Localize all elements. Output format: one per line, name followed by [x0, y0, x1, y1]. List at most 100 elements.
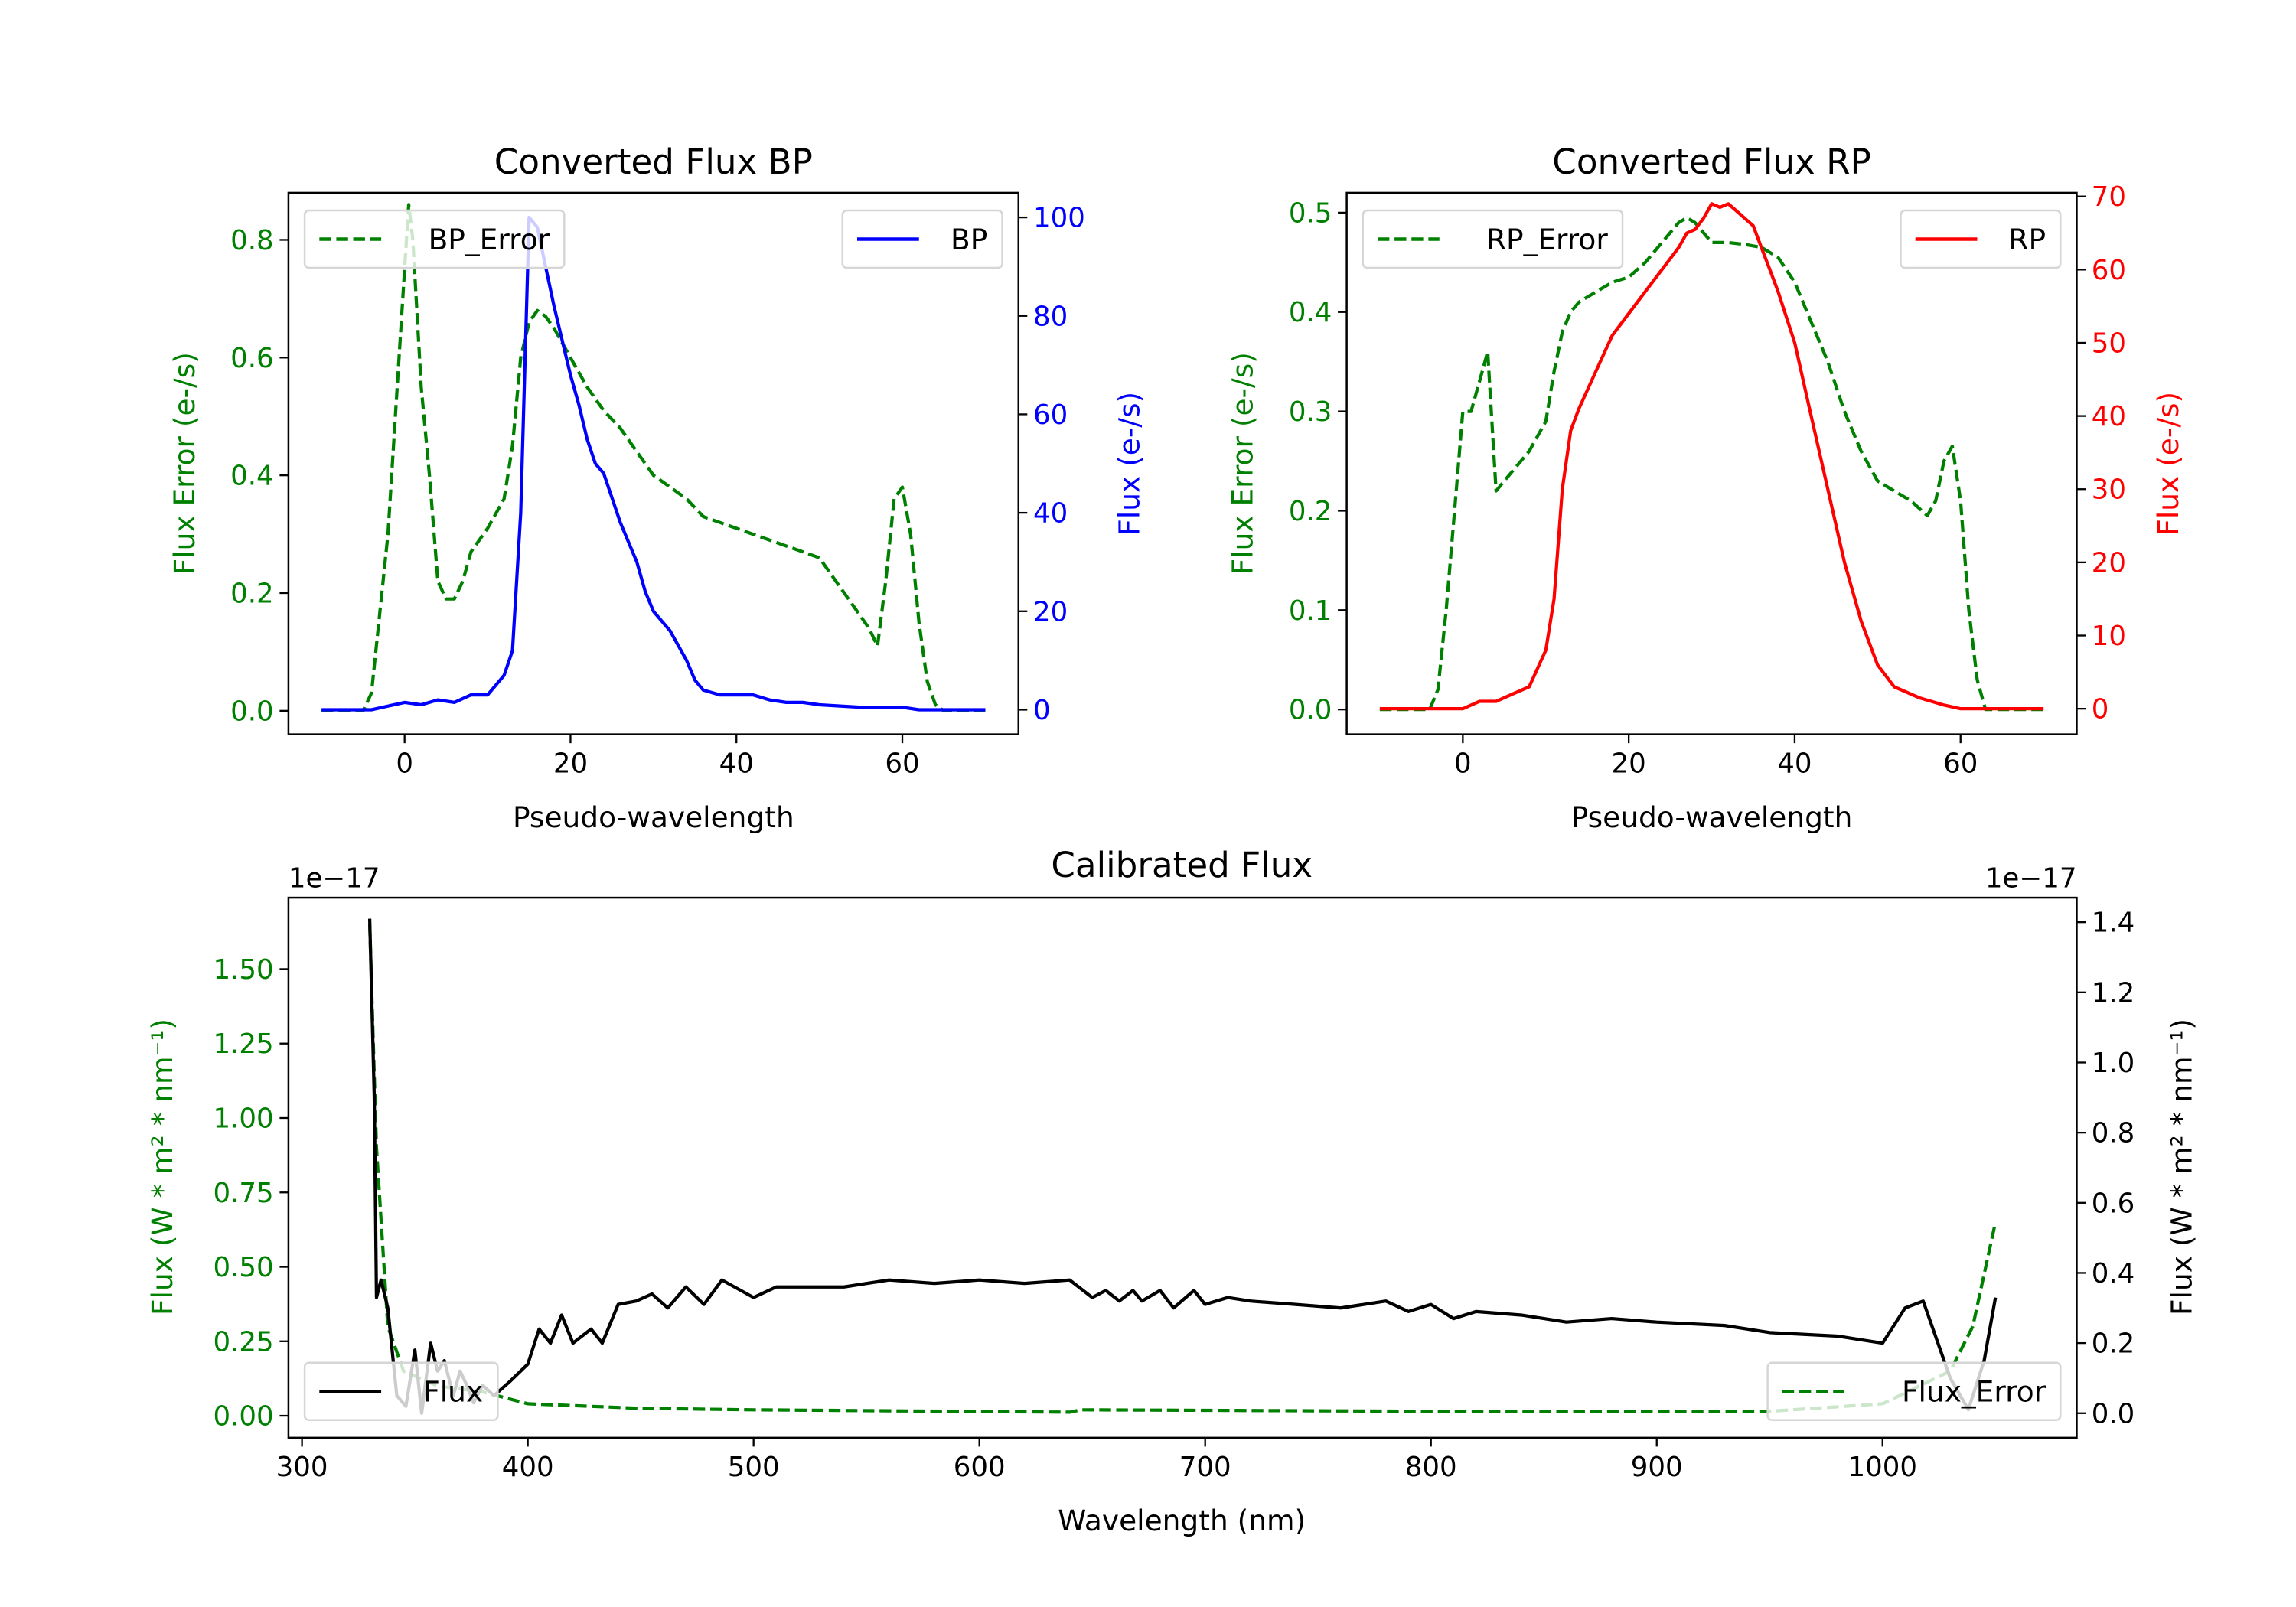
plots-layer: 0 20 40 600.00.20.40.60.8020406080100BP_Err…	[214, 181, 2135, 1483]
y-tick-label-right: 1.0	[2092, 1048, 2135, 1079]
legend-flux: Flux	[303, 1361, 499, 1422]
legend-box	[841, 209, 1003, 269]
y-tick-label-left: 0.3	[1289, 396, 1332, 428]
y-tick-label-right: 0.6	[2092, 1188, 2135, 1219]
series-rp-error	[1379, 216, 2044, 712]
x-tick-label: 500	[728, 1452, 780, 1483]
bp-axes: 0 20 40 60 0.0 0.2 0.4 0.6 0.8 0 20 40 60 80 100 BP_Err…	[230, 191, 1085, 780]
x-tick-label: 20	[1612, 748, 1646, 780]
rp-frame	[1345, 191, 2078, 735]
y-tick-label-right: 50	[2092, 328, 2126, 359]
legend-box	[303, 209, 566, 269]
rp-title: Converted Flux RP	[1552, 142, 1870, 182]
x-tick-label: 0	[1454, 748, 1472, 780]
calibrated-title: Calibrated Flux	[1051, 845, 1313, 885]
y-tick-label-right: 60	[1033, 399, 1068, 431]
series-flux-error	[367, 924, 1998, 1414]
y-tick-label-right: 40	[1033, 498, 1068, 530]
y-tick-label-right: 40	[2092, 401, 2126, 432]
legend-box	[1900, 209, 2062, 269]
rp-xlabel: Pseudo-wavelength	[1571, 800, 1853, 834]
x-tick-label: 20	[553, 748, 588, 780]
bp-ylabel-right: Flux (e-/s)	[1112, 392, 1146, 536]
y-tick-label-left: 0.0	[230, 696, 274, 727]
y-tick-label-right: 0.0	[2092, 1398, 2135, 1429]
calibrated-ylabel-right: Flux (W * m² * nm⁻¹)	[2164, 1019, 2198, 1315]
y-tick-label-left: 0.4	[230, 461, 274, 492]
y-tick-label-right: 20	[2092, 547, 2126, 579]
series-rp	[1379, 202, 2044, 711]
y-tick-label-left: 1.00	[214, 1103, 274, 1134]
legend-label: Flux_Error	[1902, 1375, 2047, 1409]
legend-label: RP_Error	[1486, 223, 1608, 256]
y-tick-label-right: 20	[1033, 596, 1068, 627]
y-tick-label-left: 0.2	[1289, 496, 1332, 527]
bp-ylabel-left: Flux Error (e-/s)	[168, 352, 201, 575]
y-tick-label-right: 1.4	[2092, 908, 2135, 939]
x-tick-label: 300	[276, 1452, 328, 1483]
legend-box	[303, 1361, 499, 1422]
calibrated-offset-left: 1e−17	[289, 863, 380, 895]
legend-rp-error: RP_Error	[1362, 209, 1624, 269]
y-tick-label-left: 0.1	[1289, 595, 1332, 627]
x-tick-label: 40	[719, 748, 754, 780]
y-tick-label-right: 60	[2092, 255, 2126, 286]
y-tick-label-left: 0.8	[230, 225, 274, 256]
y-tick-label-left: 0.5	[1289, 197, 1332, 229]
legend-rp: RP	[1900, 209, 2062, 269]
x-tick-label: 400	[502, 1452, 554, 1483]
y-tick-label-right: 10	[2092, 621, 2126, 652]
legend-label: RP	[2008, 223, 2046, 256]
y-tick-label-left: 0.00	[214, 1401, 274, 1433]
rp-ylabel-left: Flux Error (e-/s)	[1226, 352, 1260, 575]
bp-frame	[287, 191, 1020, 735]
x-tick-label: 40	[1777, 748, 1812, 780]
calibrated-axes: 300 400 500 600 700 800 900 1000 0.00 0.25 0.50 0.7…	[214, 896, 2135, 1483]
calibrated-xlabel: Wavelength (nm)	[1058, 1504, 1306, 1537]
y-tick-label-left: 0.4	[1289, 297, 1332, 328]
legend-label: BP_Error	[429, 223, 550, 256]
y-tick-label-right: 0.2	[2092, 1328, 2135, 1360]
rp-ylabel-right: Flux (e-/s)	[2151, 392, 2185, 536]
y-tick-label-right: 100	[1033, 203, 1085, 234]
series-bp-error	[321, 203, 986, 712]
y-tick-label-right: 0.4	[2092, 1258, 2135, 1289]
y-tick-label-left: 1.50	[214, 954, 274, 986]
rp-axes: 0 20 40 60 0.0 0.1 0.2 0.3 0.4 0.5 0 10 20 30 40 50 60 70…	[1289, 181, 2126, 779]
y-tick-label-right: 0	[2092, 694, 2109, 725]
legend-bp-error: BP_Error	[303, 209, 566, 269]
series-bp	[321, 215, 986, 712]
calibrated-frame	[287, 896, 2078, 1439]
x-tick-label: 800	[1405, 1452, 1457, 1483]
legend-box	[1766, 1361, 2062, 1422]
y-tick-label-right: 30	[2092, 474, 2126, 506]
legend-box	[1362, 209, 1624, 269]
legend-flux-error: Flux_Error	[1766, 1361, 2062, 1422]
x-tick-label: 60	[885, 748, 919, 780]
y-tick-label-right: 80	[1033, 301, 1068, 332]
y-tick-label-right: 1.2	[2092, 977, 2135, 1009]
y-tick-label-left: 0.6	[230, 343, 274, 374]
y-tick-label-left: 0.0	[1289, 695, 1332, 726]
legend-label: Flux	[423, 1375, 483, 1409]
y-tick-label-left: 0.25	[214, 1326, 274, 1358]
y-tick-label-right: 0.8	[2092, 1118, 2135, 1149]
x-tick-label: 60	[1943, 748, 1978, 780]
x-tick-label: 700	[1179, 1452, 1231, 1483]
bp-xlabel: Pseudo-wavelength	[513, 800, 794, 834]
y-tick-label-left: 0.75	[214, 1178, 274, 1209]
y-tick-label-right: 0	[1033, 695, 1051, 726]
x-tick-label: 900	[1631, 1452, 1683, 1483]
x-tick-label: 0	[396, 748, 413, 780]
x-tick-label: 600	[954, 1452, 1006, 1483]
y-tick-label-right: 70	[2092, 181, 2126, 213]
bp-title: Converted Flux BP	[494, 142, 813, 182]
calibrated-offset-right: 1e−17	[1985, 863, 2077, 895]
legend-bp: BP	[841, 209, 1003, 269]
y-tick-label-left: 0.2	[230, 579, 274, 610]
y-tick-label-left: 1.25	[214, 1028, 274, 1060]
y-tick-label-left: 0.50	[214, 1252, 274, 1283]
x-tick-label: 1000	[1848, 1452, 1917, 1483]
legend-label: BP	[951, 223, 987, 256]
